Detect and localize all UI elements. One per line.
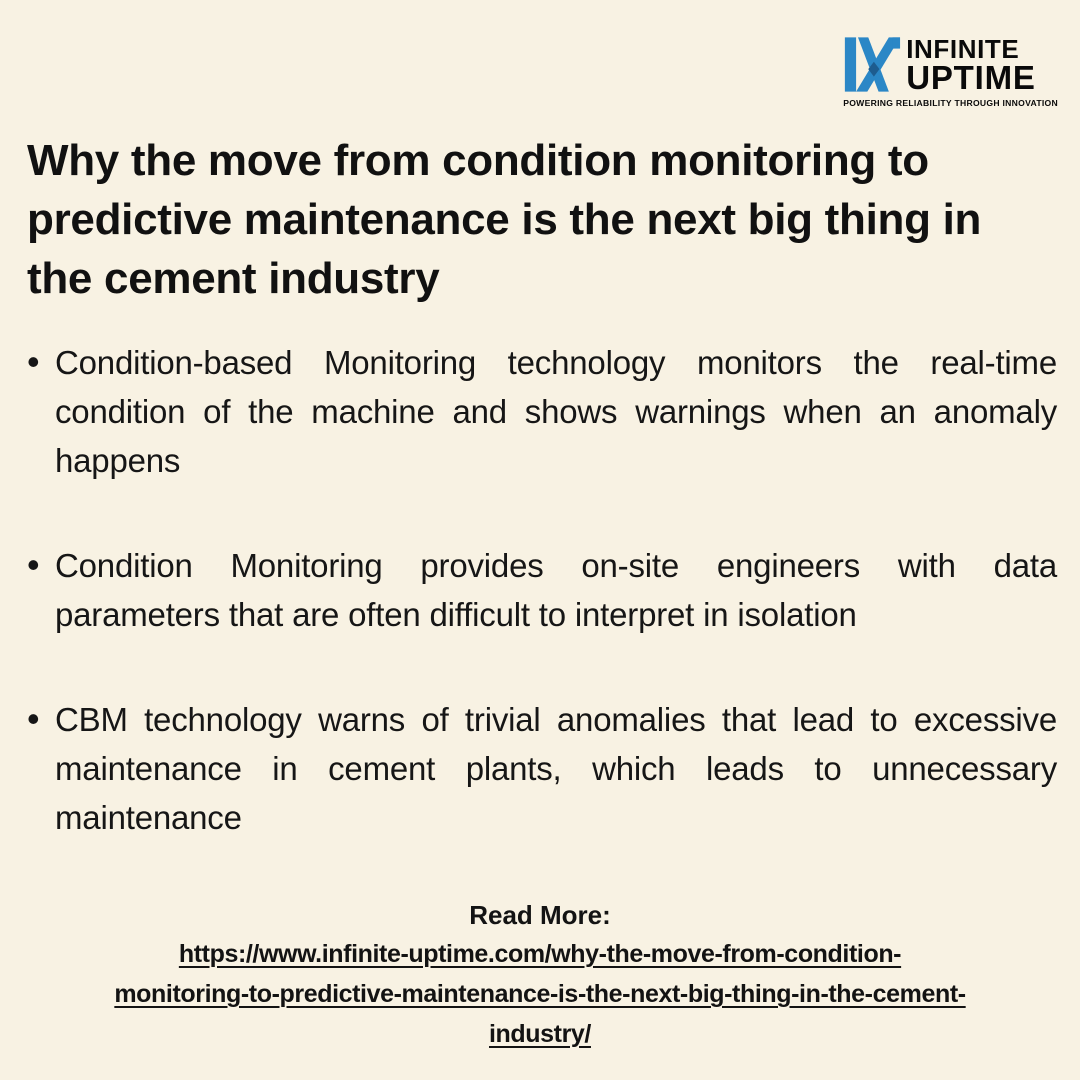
logo-name-line2: UPTIME — [906, 59, 1036, 96]
bullet-item: Condition-based Monitoring technology mo… — [27, 337, 1057, 485]
bullet-text: Condition Monitoring provides on-site en… — [55, 547, 1057, 633]
bullet-item: Condition Monitoring provides on-site en… — [27, 540, 1057, 639]
infinite-uptime-logo: INFINITE UPTIME POWERING RELIABILITY THR… — [843, 36, 1058, 108]
page-title: Why the move from condition monitoring t… — [0, 0, 1080, 308]
logo-name-line1: INFINITE — [906, 34, 1020, 64]
url-line: industry/ — [489, 1020, 591, 1048]
url-line: https://www.infinite-uptime.com/why-the-… — [178, 940, 902, 968]
page-title-line: predictive maintenance is the next big t… — [27, 195, 982, 244]
bullet-list: Condition-based Monitoring technology mo… — [0, 337, 1080, 842]
read-more-link[interactable]: https://www.infinite-uptime.com/why-the-… — [0, 934, 1080, 1054]
page-title-line: the cement industry — [27, 254, 440, 303]
bullet-text: CBM technology warns of trivial anomalie… — [55, 701, 1057, 836]
read-more-section: Read More: https://www.infinite-uptime.c… — [0, 898, 1080, 1054]
url-line: monitoring-to-predictive-maintenance-is-… — [114, 980, 966, 1008]
page-title-line: Why the move from condition monitoring t… — [27, 136, 929, 185]
logo-tagline: POWERING RELIABILITY THROUGH INNOVATION — [843, 98, 1058, 108]
infinite-uptime-logo-icon — [845, 37, 901, 92]
bullet-item: CBM technology warns of trivial anomalie… — [27, 694, 1057, 842]
bullet-text: Condition-based Monitoring technology mo… — [55, 344, 1057, 479]
read-more-label: Read More: — [469, 900, 611, 930]
